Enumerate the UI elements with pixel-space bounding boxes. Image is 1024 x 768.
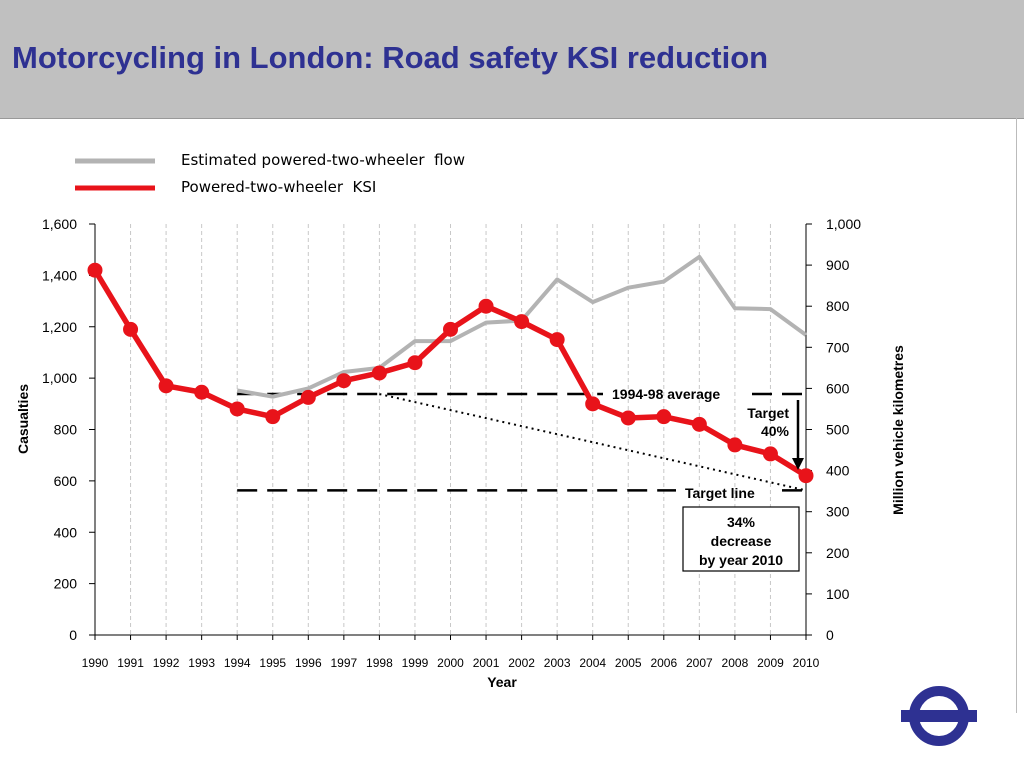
ksi-data-point: [123, 321, 139, 337]
y-tick-label: 200: [54, 576, 78, 592]
y-tick-label: 400: [54, 524, 78, 540]
ksi-data-point: [265, 409, 281, 425]
x-tick-label: 1994: [224, 656, 251, 670]
slide-frame-right: [1016, 118, 1017, 713]
ksi-data-point: [762, 446, 778, 462]
legend: Estimated powered-two-wheeler flow Power…: [75, 151, 465, 196]
ksi-data-point: [87, 262, 103, 278]
target-label: Target: [747, 405, 789, 421]
x-tick-label: 1991: [117, 656, 144, 670]
x-tick-label: 2006: [650, 656, 677, 670]
x-tick-label: 1993: [188, 656, 215, 670]
x-tick-label: 1998: [366, 656, 393, 670]
gridlines: [130, 224, 807, 635]
x-tick-label: 2000: [437, 656, 464, 670]
y2-tick-label: 900: [826, 257, 850, 273]
legend-flow-label: Estimated powered-two-wheeler flow: [181, 151, 465, 169]
ksi-data-point: [656, 409, 672, 425]
y2-tick-label: 100: [826, 586, 850, 602]
roundel-logo-icon: [901, 686, 977, 746]
header-divider: [0, 118, 1024, 119]
x-tick-label: 2008: [722, 656, 749, 670]
y2-tick-label: 600: [826, 380, 850, 396]
target-percent-label: 40%: [761, 423, 790, 439]
ksi-data-point: [478, 298, 494, 314]
x-tick-label: 1995: [259, 656, 286, 670]
x-tick-label: 1999: [402, 656, 429, 670]
slide-title: Motorcycling in London: Road safety KSI …: [12, 40, 769, 75]
x-tick-label: 1990: [82, 656, 109, 670]
ksi-data-point: [585, 396, 601, 412]
ksi-data-point: [371, 365, 387, 381]
x-tick-label: 2005: [615, 656, 642, 670]
y-tick-label: 0: [69, 627, 77, 643]
ksi-data-point: [620, 410, 636, 426]
ksi-data-point: [443, 321, 458, 337]
y2-tick-label: 500: [826, 422, 850, 438]
target-line-label: Target line: [685, 485, 755, 501]
ksi-data-point: [549, 332, 565, 348]
y2-tick-label: 400: [826, 463, 850, 479]
decrease-box-line-2: decrease: [711, 533, 772, 549]
y-tick-label: 1,000: [42, 370, 77, 386]
decrease-box-line-1: 34%: [727, 514, 756, 530]
y-tick-label: 1,200: [42, 319, 77, 335]
ksi-data-point: [727, 437, 743, 453]
x-tick-label: 1997: [330, 656, 357, 670]
y2-tick-label: 800: [826, 298, 850, 314]
ksi-data-point: [798, 468, 814, 484]
x-tick-label: 2001: [473, 656, 500, 670]
reference-lines: [237, 392, 807, 492]
y-tick-label: 1,600: [42, 216, 77, 232]
decrease-box: [682, 506, 800, 572]
x-tick-label: 2009: [757, 656, 784, 670]
ksi-data-point: [514, 314, 530, 330]
x-axis-title: Year: [487, 674, 517, 690]
y2-tick-label: 0: [826, 627, 834, 643]
x-tick-label: 2003: [544, 656, 571, 670]
x-tick-label: 2007: [686, 656, 713, 670]
slide-header: Motorcycling in London: Road safety KSI …: [0, 0, 1024, 118]
x-tick-label: 2010: [793, 656, 820, 670]
y2-tick-label: 700: [826, 339, 850, 355]
y2-axis-title: Million vehicle kilometres: [890, 345, 906, 515]
y2-tick-label: 300: [826, 504, 850, 520]
ksi-data-point: [229, 401, 245, 417]
ksi-data-point: [300, 389, 316, 405]
y-tick-label: 800: [54, 422, 78, 438]
x-tick-label: 2002: [508, 656, 535, 670]
y2-tick-label: 200: [826, 545, 850, 561]
y-tick-label: 600: [54, 473, 78, 489]
y2-tick-label: 1,000: [826, 216, 861, 232]
y-axis-title: Casualties: [15, 384, 31, 454]
x-tick-label: 1996: [295, 656, 322, 670]
series: [87, 254, 814, 484]
decrease-box-line-3: by year 2010: [699, 552, 783, 568]
ksi-data-point: [194, 384, 210, 400]
legend-ksi-label: Powered-two-wheeler KSI: [181, 178, 376, 196]
ksi-data-point: [158, 378, 174, 394]
ksi-data-point: [336, 373, 352, 389]
average-label: 1994-98 average: [612, 386, 720, 402]
ksi-data-point: [691, 416, 707, 432]
y-tick-label: 1,400: [42, 267, 77, 283]
ksi-data-point: [407, 355, 423, 371]
x-tick-label: 1992: [153, 656, 180, 670]
target-trend-line: [379, 393, 807, 492]
x-tick-label: 2004: [579, 656, 606, 670]
axes: 0 200 400 600 800 1,000 1,200 1,400 1,600 0 100 200…: [42, 216, 861, 670]
target-arrow: [792, 400, 804, 470]
